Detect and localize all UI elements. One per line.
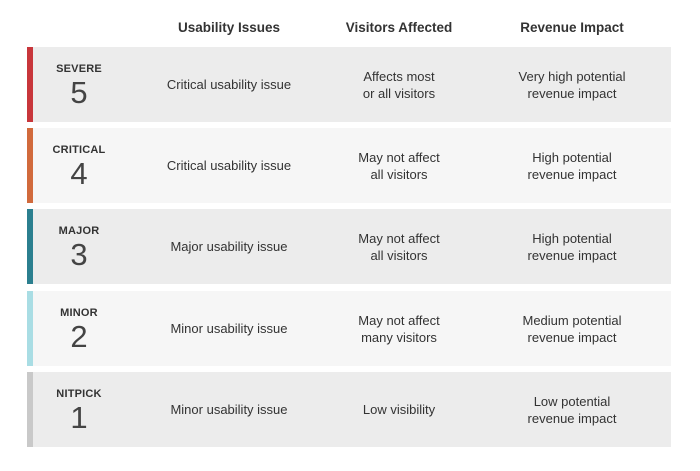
revenue-cell: Low potential revenue impact [482,372,662,447]
severity-cell: MINOR 2 [33,291,125,366]
cell-line: Minor usability issue [170,321,288,336]
table-row: MAJOR 3 Major usability issue May not affec… [27,209,671,284]
severity-score: 3 [70,237,88,272]
cell-line: Critical usability issue [166,158,292,173]
cell-line: Affects most [363,68,435,84]
severity-level: SEVERE [56,63,102,75]
severity-score: 4 [70,156,88,191]
severity-level: NITPICK [56,388,102,400]
revenue-cell: High potential revenue impact [482,128,662,203]
cell-line: all visitors [370,166,428,182]
cell-line: High potential [532,149,612,165]
cell-line: High potential [532,230,612,246]
cell-line: all visitors [370,247,428,263]
issue-cell: Major usability issue [139,209,319,284]
visitors-cell: Low visibility [309,372,489,447]
cell-line: May not affect [358,230,440,246]
table-row: NITPICK 1 Minor usability issue Low visibil… [27,372,671,447]
cell-line: May not affect [358,312,440,328]
severity-cell: NITPICK 1 [33,372,125,447]
cell-line: revenue impact [527,166,617,182]
severity-cell: MAJOR 3 [33,209,125,284]
cell-line: revenue impact [527,410,617,426]
visitors-cell: May not affect all visitors [309,209,489,284]
issue-cell: Critical usability issue [139,128,319,203]
cell-line: revenue impact [527,329,617,345]
severity-cell: CRITICAL 4 [33,128,125,203]
visitors-cell: Affects most or all visitors [309,47,489,122]
table-row: MINOR 2 Minor usability issue May not affec… [27,291,671,366]
table-row: CRITICAL 4 Critical usability issue May not… [27,128,671,203]
severity-bar [27,209,33,284]
severity-level: CRITICAL [52,144,106,156]
severity-score: 1 [70,400,88,435]
severity-cell: SEVERE 5 [33,47,125,122]
revenue-cell: Very high potential revenue impact [482,47,662,122]
severity-bar [27,47,33,122]
issue-cell: Minor usability issue [139,291,319,366]
cell-line: Major usability issue [170,239,288,254]
revenue-cell: Medium potential revenue impact [482,291,662,366]
cell-line: Critical usability issue [166,77,292,92]
visitors-cell: May not affect all visitors [309,128,489,203]
severity-bar [27,128,33,203]
issue-cell: Minor usability issue [139,372,319,447]
severity-score: 5 [70,75,88,110]
severity-level: MINOR [60,307,98,319]
severity-score: 2 [70,319,88,354]
severity-level: MAJOR [58,225,100,237]
cell-line: May not affect [358,149,440,165]
column-header: Revenue Impact [520,20,624,35]
cell-line: revenue impact [527,247,617,263]
visitors-cell: May not affect many visitors [309,291,489,366]
cell-line: revenue impact [527,85,617,101]
severity-bar [27,372,33,447]
table-row: SEVERE 5 Critical usability issue Affects m… [27,47,671,122]
severity-bar [27,291,33,366]
cell-line: Minor usability issue [170,402,288,417]
cell-line: Low visibility [362,402,436,417]
cell-line: Very high potential [518,68,626,84]
cell-line: many visitors [361,329,437,345]
issue-cell: Critical usability issue [139,47,319,122]
cell-line: Low potential [533,393,611,409]
column-header: Visitors Affected [345,20,453,35]
cell-line: or all visitors [362,85,436,101]
revenue-cell: High potential revenue impact [482,209,662,284]
column-header: Usability Issues [177,20,281,35]
cell-line: Medium potential [522,312,622,328]
